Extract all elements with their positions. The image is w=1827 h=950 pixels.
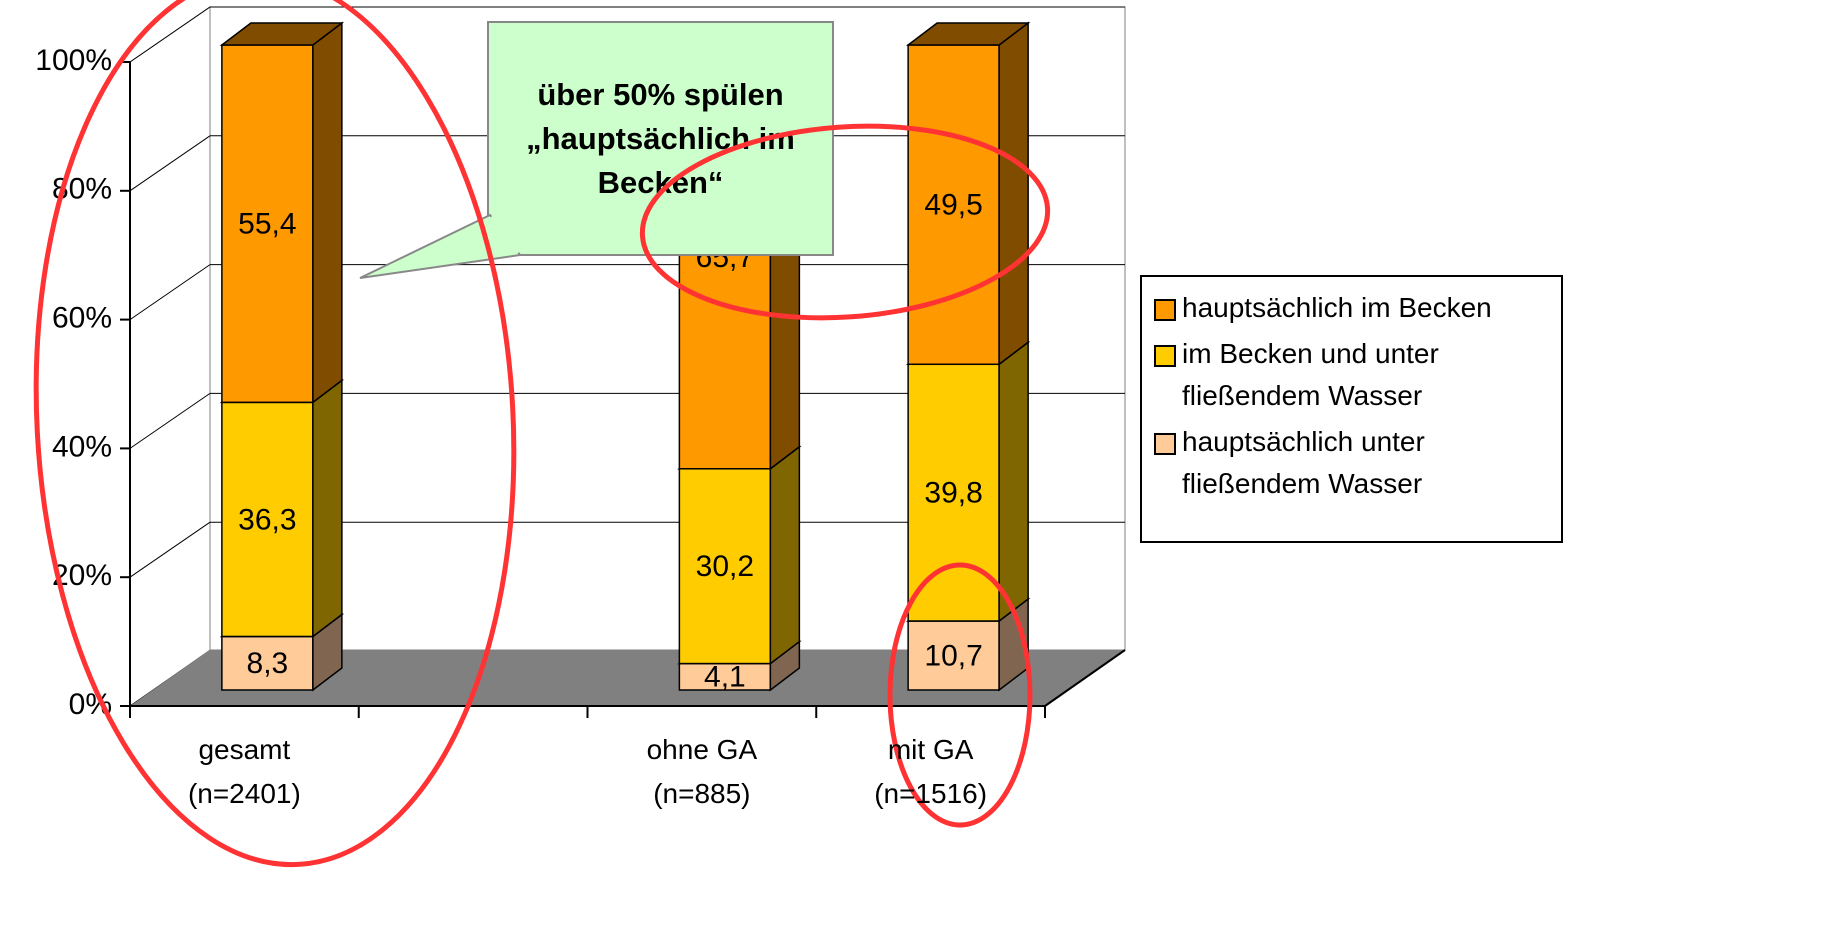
legend-label: hauptsächlich unter fließendem Wasser bbox=[1182, 426, 1425, 499]
y-tick-label: 0% bbox=[69, 688, 112, 721]
y-tick-label: 60% bbox=[52, 302, 112, 335]
x-tick-label: mit GA (n=1516) bbox=[874, 734, 988, 809]
value-label: 36,3 bbox=[238, 503, 296, 536]
legend-swatch bbox=[1154, 433, 1176, 455]
legend-swatch bbox=[1154, 299, 1176, 321]
y-tick-label: 80% bbox=[52, 173, 112, 206]
legend-label: hauptsächlich im Becken bbox=[1182, 292, 1492, 323]
value-label: 39,8 bbox=[924, 477, 982, 510]
value-label: 4,1 bbox=[704, 661, 746, 694]
legend-item: hauptsächlich unter fließendem Wasser bbox=[1150, 421, 1553, 505]
y-tick-label: 20% bbox=[52, 559, 112, 592]
value-label: 30,2 bbox=[696, 550, 754, 583]
callout-text: über 50% spülen „hauptsächlich im Becken… bbox=[526, 76, 795, 200]
bar-segment bbox=[678, 662, 772, 691]
value-label: 10,7 bbox=[924, 639, 982, 672]
x-tick-label: ohne GA (n=885) bbox=[646, 734, 758, 809]
bar-side bbox=[769, 445, 801, 666]
bar-side bbox=[312, 378, 343, 638]
bar-side bbox=[998, 21, 1029, 366]
legend: hauptsächlich im Becken im Becken und unt… bbox=[1140, 275, 1563, 543]
legend-item: hauptsächlich im Becken bbox=[1150, 287, 1553, 329]
side-wall bbox=[129, 6, 211, 707]
y-tick-label: 40% bbox=[52, 430, 112, 463]
bar-segment bbox=[678, 468, 772, 665]
value-label: 49,5 bbox=[924, 189, 982, 222]
value-label: 55,4 bbox=[238, 208, 296, 241]
legend-swatch bbox=[1154, 345, 1176, 367]
legend-label: im Becken und unter fließendem Wasser bbox=[1182, 338, 1439, 411]
y-tick-label: 100% bbox=[35, 44, 112, 77]
legend-item: im Becken und unter fließendem Wasser bbox=[1150, 333, 1553, 417]
bar-side bbox=[312, 21, 343, 404]
x-tick-label: gesamt (n=2401) bbox=[187, 734, 301, 809]
bar-side bbox=[998, 340, 1029, 623]
bar-top bbox=[905, 22, 1031, 46]
floor-edge bbox=[1044, 649, 1126, 707]
value-label: 8,3 bbox=[247, 647, 289, 680]
